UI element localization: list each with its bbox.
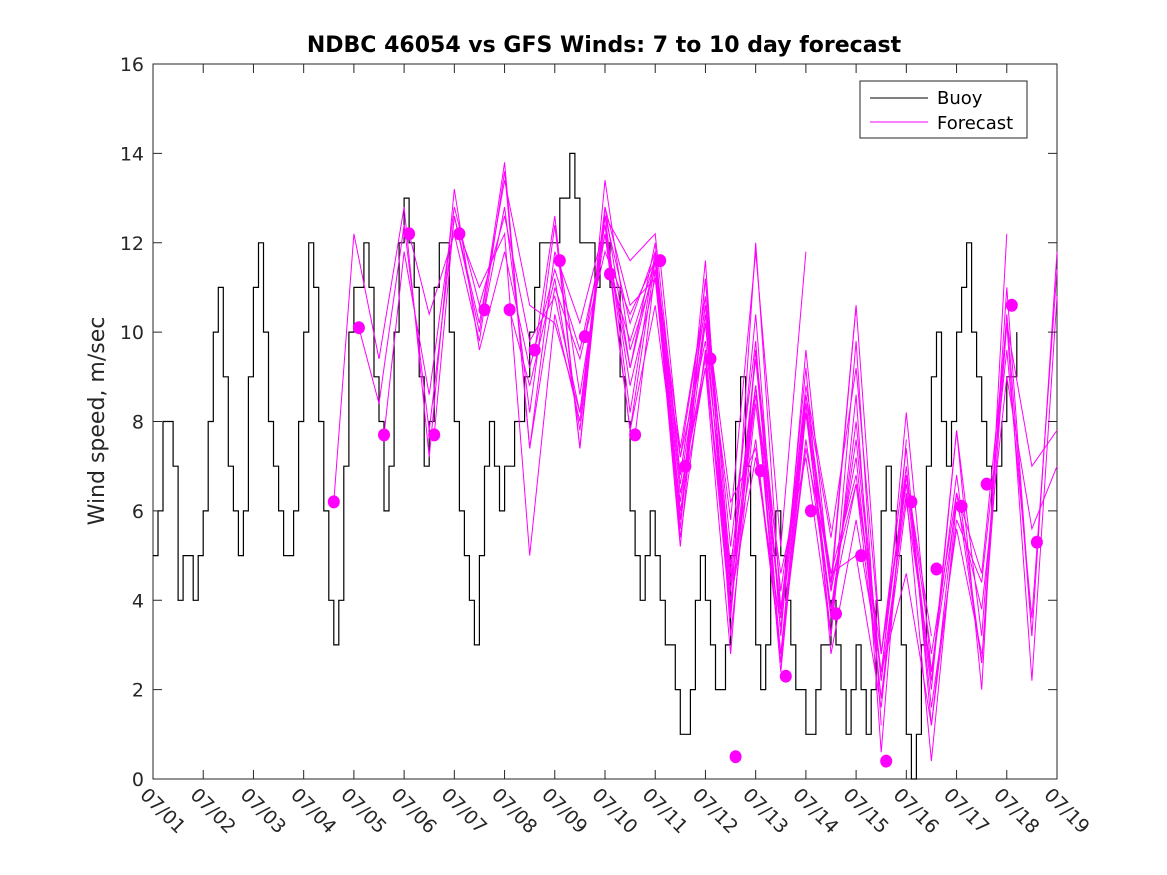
forecast-marker	[679, 459, 692, 473]
forecast-marker	[428, 428, 441, 442]
legend-buoy-label: Buoy	[937, 88, 983, 109]
legend-box	[859, 80, 1028, 139]
chart-title: NDBC 46054 vs GFS Winds: 7 to 10 day for…	[307, 33, 902, 58]
series-layer	[153, 152, 1058, 780]
forecast-marker	[352, 321, 365, 335]
forecast-marker	[729, 750, 742, 764]
forecast-marker	[478, 303, 491, 317]
y-tick-label: 16	[120, 54, 144, 76]
forecast-run-line	[509, 215, 983, 708]
y-tick-label: 12	[120, 233, 144, 255]
forecast-run-line	[659, 260, 1058, 726]
y-tick-label: 6	[132, 501, 144, 523]
legend-forecast-label: Forecast	[937, 113, 1013, 134]
forecast-marker	[855, 549, 868, 563]
forecast-marker	[930, 562, 943, 576]
y-tick-label: 14	[120, 143, 144, 165]
forecast-marker	[1005, 298, 1018, 312]
forecast-marker	[528, 343, 541, 357]
forecast-marker	[578, 330, 591, 344]
forecast-run-line	[584, 224, 1058, 690]
y-tick-label: 0	[132, 769, 144, 791]
forecast-marker	[704, 352, 717, 366]
forecast-marker	[453, 227, 466, 241]
y-axis-label: Wind speed, m/sec	[85, 317, 110, 526]
y-tick-label: 8	[132, 412, 144, 434]
forecast-run-line	[433, 162, 907, 753]
buoy-series-line	[153, 152, 1018, 780]
forecast-marker	[604, 267, 616, 281]
forecast-marker	[629, 428, 642, 442]
forecast-marker	[955, 499, 968, 513]
forecast-run-line	[684, 323, 1058, 699]
forecast-marker	[779, 669, 792, 683]
forecast-run-line	[458, 215, 932, 708]
forecast-marker	[378, 428, 390, 442]
forecast-marker	[403, 227, 416, 241]
forecast-marker	[1030, 535, 1043, 549]
forecast-marker	[804, 504, 817, 518]
y-tick-label: 2	[132, 680, 144, 702]
forecast-marker	[553, 254, 566, 268]
forecast-marker	[503, 303, 516, 317]
forecast-marker	[830, 607, 842, 621]
y-tick-label: 4	[132, 590, 144, 612]
forecast-marker	[880, 754, 893, 768]
forecast-marker	[905, 495, 918, 509]
forecast-marker	[327, 495, 340, 509]
y-tick-label: 10	[120, 322, 144, 344]
forecast-marker	[980, 477, 993, 491]
forecast-marker	[754, 464, 767, 478]
legend: Buoy Forecast	[859, 80, 1028, 139]
forecast-run-line	[609, 260, 1058, 699]
forecast-marker	[654, 254, 667, 268]
